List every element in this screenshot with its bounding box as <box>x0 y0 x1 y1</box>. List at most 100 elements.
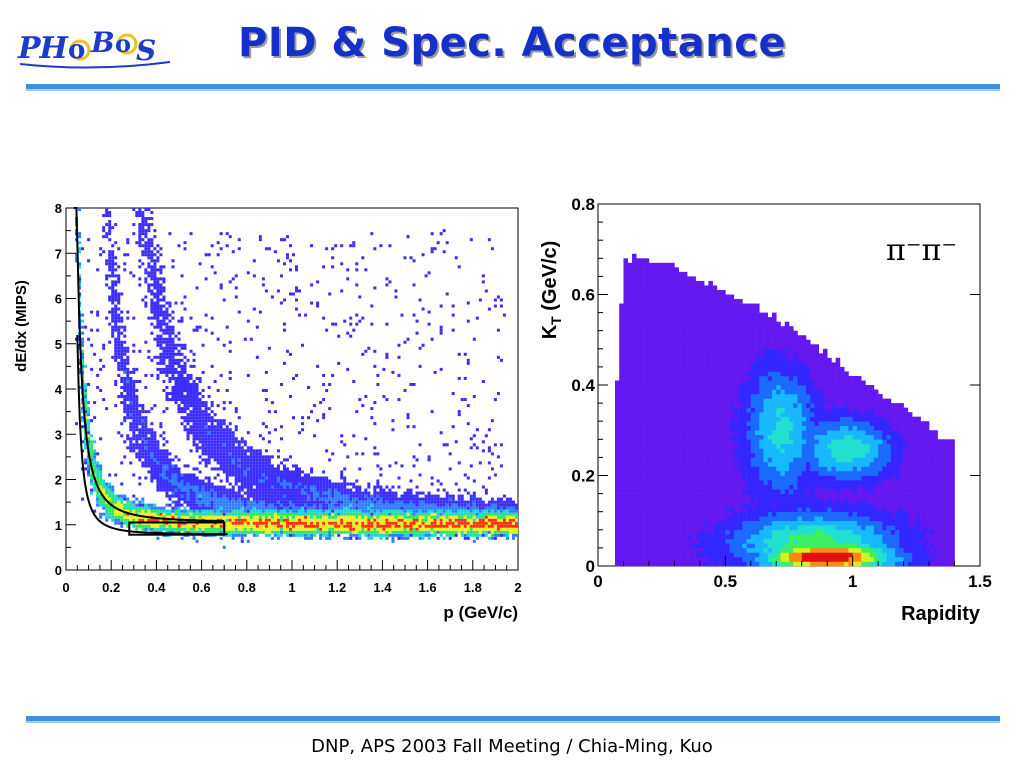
density-cell <box>505 521 509 525</box>
density-cell <box>243 473 247 477</box>
heatmap-cell <box>648 525 654 531</box>
density-cell <box>270 497 274 501</box>
density-cell <box>322 485 326 489</box>
density-cell <box>93 485 97 489</box>
heatmap-cell <box>657 443 662 449</box>
density-cell <box>126 410 130 414</box>
density-cell <box>487 530 491 534</box>
heatmap-cell <box>614 403 620 408</box>
density-cell <box>117 292 121 296</box>
density-cell <box>144 449 148 453</box>
density-cell <box>159 509 163 513</box>
density-cell <box>460 398 464 402</box>
density-cell <box>222 509 226 513</box>
density-cell <box>111 289 115 293</box>
density-cell <box>273 467 277 471</box>
density-cell <box>288 491 292 495</box>
density-cell <box>343 467 347 471</box>
heatmap-cell <box>648 461 654 467</box>
density-cell <box>207 416 211 420</box>
density-cell <box>310 512 314 516</box>
density-cell <box>406 533 410 537</box>
heatmap-cell <box>636 529 641 535</box>
density-cell <box>225 518 229 522</box>
density-cell <box>379 467 383 471</box>
density-cell <box>358 512 362 516</box>
density-cell <box>78 265 82 269</box>
density-cell <box>231 250 235 254</box>
density-cell <box>249 479 253 483</box>
heatmap-cell <box>627 271 633 277</box>
density-cell <box>144 458 148 462</box>
heatmap-cell <box>653 285 658 291</box>
density-cell <box>96 310 100 314</box>
density-cell <box>364 524 368 528</box>
heatmap-cell <box>623 412 629 417</box>
density-cell <box>298 494 302 498</box>
heatmap-cell <box>636 538 641 544</box>
density-cell <box>301 416 305 420</box>
density-cell <box>192 385 196 389</box>
density-cell <box>210 527 214 531</box>
heatmap-cell <box>648 262 654 268</box>
density-cell <box>279 506 283 510</box>
density-cell <box>279 494 283 498</box>
density-cell <box>310 524 314 528</box>
density-cell <box>225 500 229 504</box>
density-cell <box>138 410 142 414</box>
density-cell <box>210 434 214 438</box>
density-cell <box>418 527 422 531</box>
density-cell <box>204 524 208 528</box>
density-cell <box>120 503 124 507</box>
density-cell <box>111 316 115 320</box>
heatmap-cell <box>648 489 654 494</box>
density-cell <box>237 497 241 501</box>
density-cell <box>285 506 289 510</box>
density-cell <box>282 485 286 489</box>
heatmap-cell <box>636 299 641 304</box>
density-cell <box>144 518 148 522</box>
density-cell <box>210 404 214 408</box>
density-cell <box>174 379 178 383</box>
density-cell <box>135 428 139 432</box>
density-cell <box>439 304 443 308</box>
density-cell <box>108 262 112 266</box>
density-cell <box>355 410 359 414</box>
density-cell <box>180 410 184 414</box>
density-cell <box>135 413 139 417</box>
heatmap-cell <box>636 353 641 359</box>
density-cell <box>319 482 323 486</box>
heatmap-cell <box>657 425 662 431</box>
density-cell <box>213 425 217 429</box>
heatmap-cell <box>640 475 645 481</box>
density-cell <box>421 512 425 516</box>
density-cell <box>159 455 163 459</box>
density-cell <box>397 476 401 480</box>
heatmap-cell <box>636 534 641 540</box>
density-cell <box>295 286 299 290</box>
density-cell <box>96 464 100 468</box>
density-cell <box>192 494 196 498</box>
heatmap-cell <box>657 470 662 476</box>
density-cell <box>183 295 187 299</box>
heatmap-cell <box>648 357 654 363</box>
density-cell <box>189 473 193 477</box>
density-cell <box>132 208 136 212</box>
heatmap-cell <box>627 470 633 476</box>
density-cell <box>231 434 235 438</box>
density-cell <box>249 503 253 507</box>
density-cell <box>466 509 470 513</box>
density-cell <box>186 473 190 477</box>
density-cell <box>424 533 428 537</box>
density-cell <box>87 437 91 441</box>
heatmap-cell <box>631 543 637 549</box>
density-cell <box>153 286 157 290</box>
density-cell <box>292 470 296 474</box>
density-cell <box>123 401 127 405</box>
density-cell <box>373 446 377 450</box>
heatmap-cell <box>657 421 662 427</box>
heatmap-cell <box>614 421 620 427</box>
heatmap-cell <box>627 317 633 322</box>
density-cell <box>138 443 142 447</box>
density-cell <box>469 494 473 498</box>
